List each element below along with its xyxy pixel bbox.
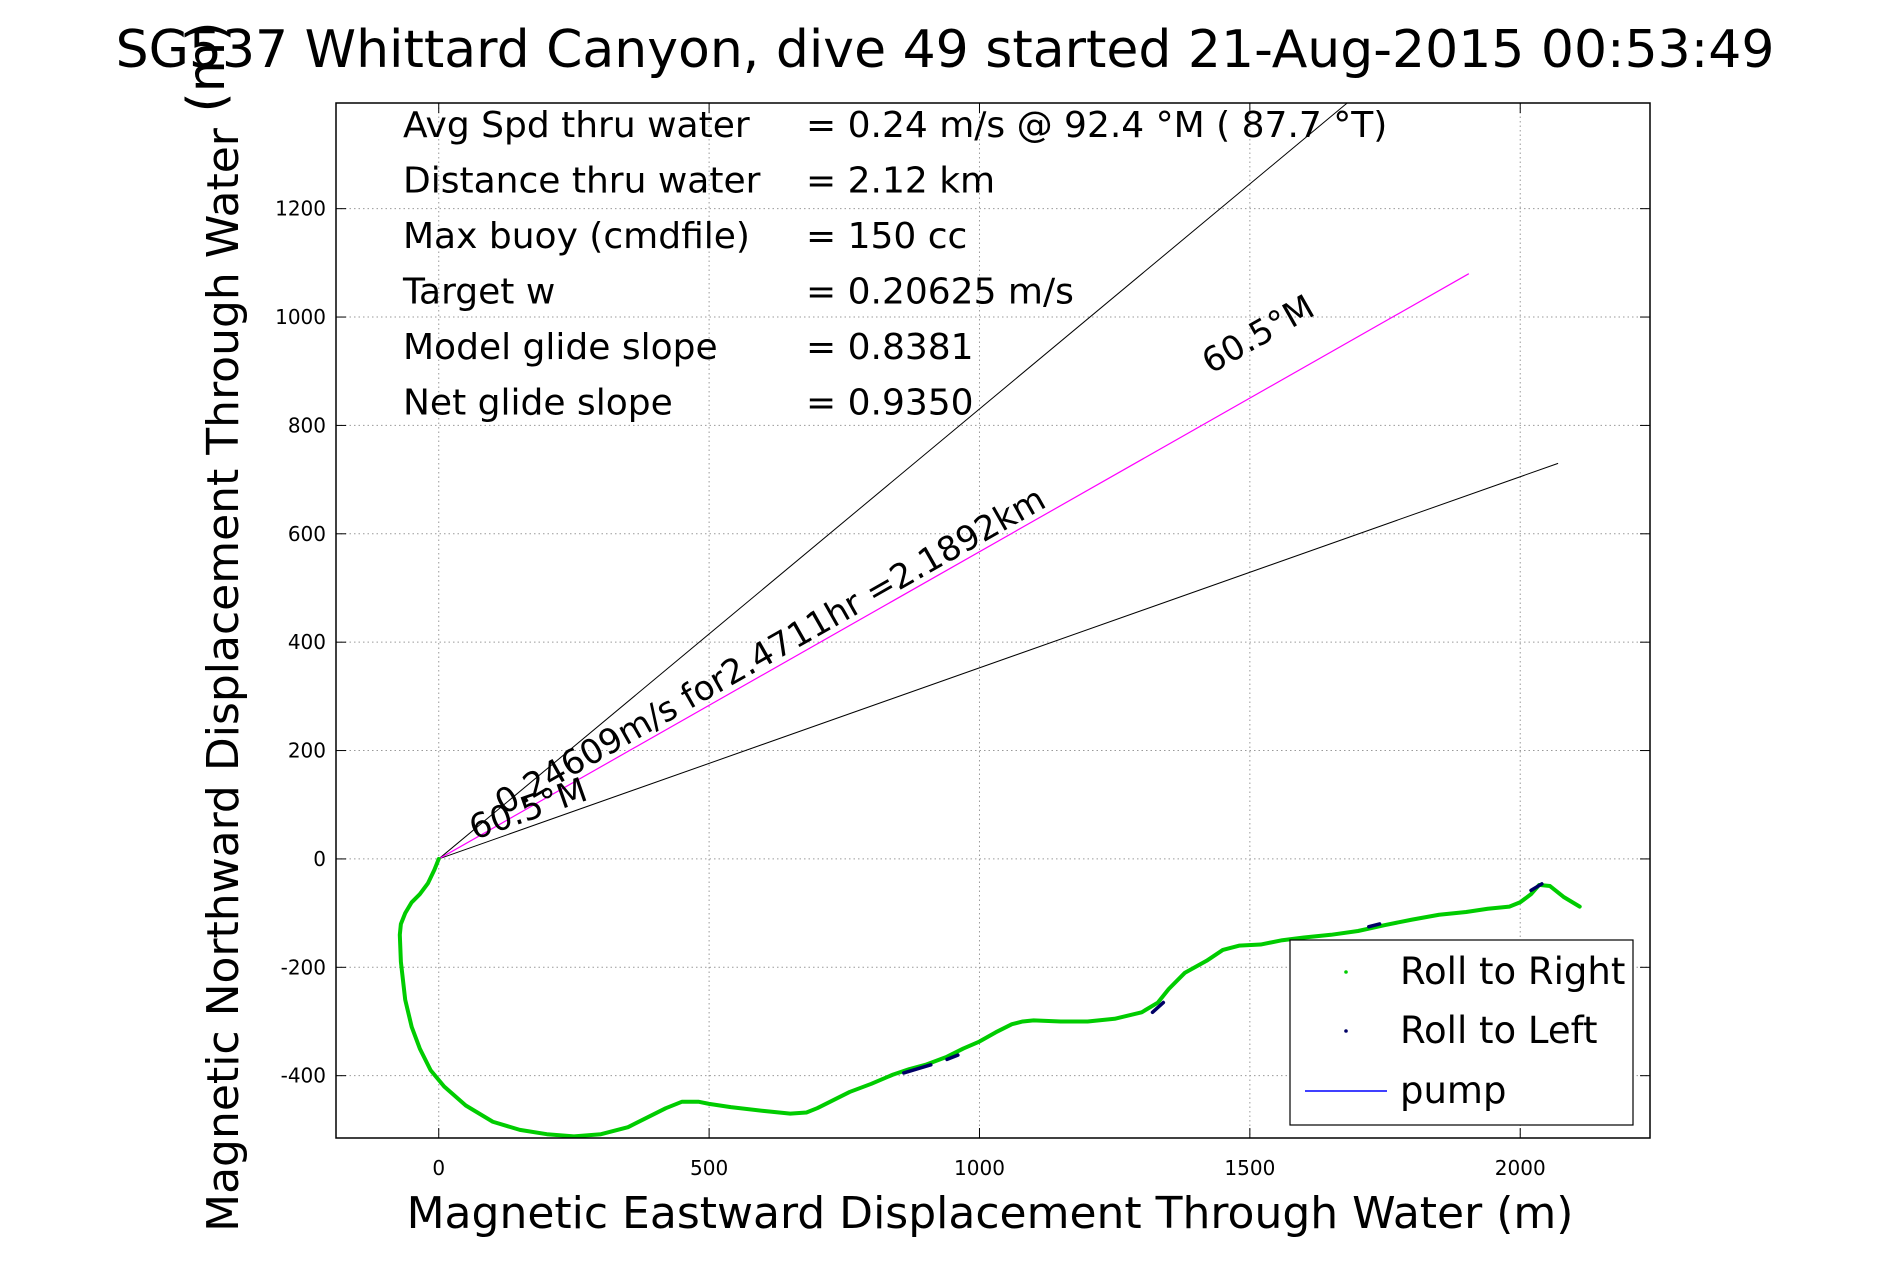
reference-lines xyxy=(438,102,1559,860)
plot-area-frame xyxy=(335,102,1651,1139)
x-axis-label: Magnetic Eastward Displacement Through W… xyxy=(407,1188,1574,1239)
legend-label-roll-right: Roll to Right xyxy=(1400,950,1625,993)
x-tick-label: 1500 xyxy=(1224,1156,1275,1180)
stat-label: Max buoy (cmdfile) xyxy=(403,216,750,257)
cone-boundary-line xyxy=(438,462,1559,860)
roll-to-left-segment xyxy=(1150,1000,1166,1015)
stat-value: = 0.9350 xyxy=(806,383,974,424)
x-tick-label: 500 xyxy=(690,1156,728,1180)
y-tick-label: 600 xyxy=(288,522,326,546)
stat-value: = 0.24 m/s @ 92.4 °M ( 87.7 °T) xyxy=(806,105,1387,146)
y-tick-label: 1000 xyxy=(275,305,326,329)
dive-track xyxy=(397,856,1582,1139)
dive-statistics: Avg Spd thru water = 0.24 m/s @ 92.4 °M (… xyxy=(402,105,1387,424)
y-axis-label: Magnetic Northward Displacement Through … xyxy=(198,127,249,1232)
chart-title: SG537 Whittard Canyon, dive 49 started 2… xyxy=(116,20,1775,80)
stat-value: = 150 cc xyxy=(806,216,967,257)
x-tick-label: 0 xyxy=(432,1156,445,1180)
stat-label: Avg Spd thru water xyxy=(403,105,750,146)
y-tick-label: 0 xyxy=(313,847,326,871)
stat-label: Distance thru water xyxy=(403,161,761,202)
y-tick-label: 400 xyxy=(288,630,326,654)
roll-to-left-segment xyxy=(1529,882,1544,893)
roll-to-left-segment xyxy=(1367,922,1382,929)
x-tick-label: 1000 xyxy=(954,1156,1005,1180)
legend-marker-roll-left xyxy=(1344,1029,1348,1033)
stat-value: = 0.20625 m/s xyxy=(806,272,1074,313)
net-heading-line xyxy=(438,273,1470,860)
stat-value: = 0.8381 xyxy=(806,327,974,368)
y-tick-label: 200 xyxy=(288,739,326,763)
roll-to-left-segment xyxy=(945,1053,960,1062)
stat-label: Net glide slope xyxy=(403,383,673,424)
legend-label-pump: pump xyxy=(1400,1069,1506,1112)
ylabel-unit-fragment: (m) xyxy=(177,21,237,112)
stat-value: = 2.12 km xyxy=(806,161,995,202)
x-tick-label: 2000 xyxy=(1495,1156,1546,1180)
legend-marker-roll-right xyxy=(1344,970,1348,974)
cone-boundary-line xyxy=(438,102,1348,860)
legend-label-roll-left: Roll to Left xyxy=(1400,1009,1598,1052)
y-tick-label: 800 xyxy=(288,413,326,437)
legend: Roll to Right Roll to Left pump xyxy=(1289,939,1634,1126)
axis-ticks: 0 500 1000 1500 2000 -400 -200 0 200 400 600 800 100… xyxy=(275,103,1650,1180)
stat-label: Target w xyxy=(402,272,555,313)
y-tick-label: -400 xyxy=(281,1064,326,1088)
stat-label: Model glide slope xyxy=(403,327,718,368)
roll-to-right-track xyxy=(397,856,1582,1139)
roll-to-left-segment xyxy=(902,1063,933,1075)
y-tick-label: -200 xyxy=(281,955,326,979)
y-tick-label: 1200 xyxy=(275,197,326,221)
